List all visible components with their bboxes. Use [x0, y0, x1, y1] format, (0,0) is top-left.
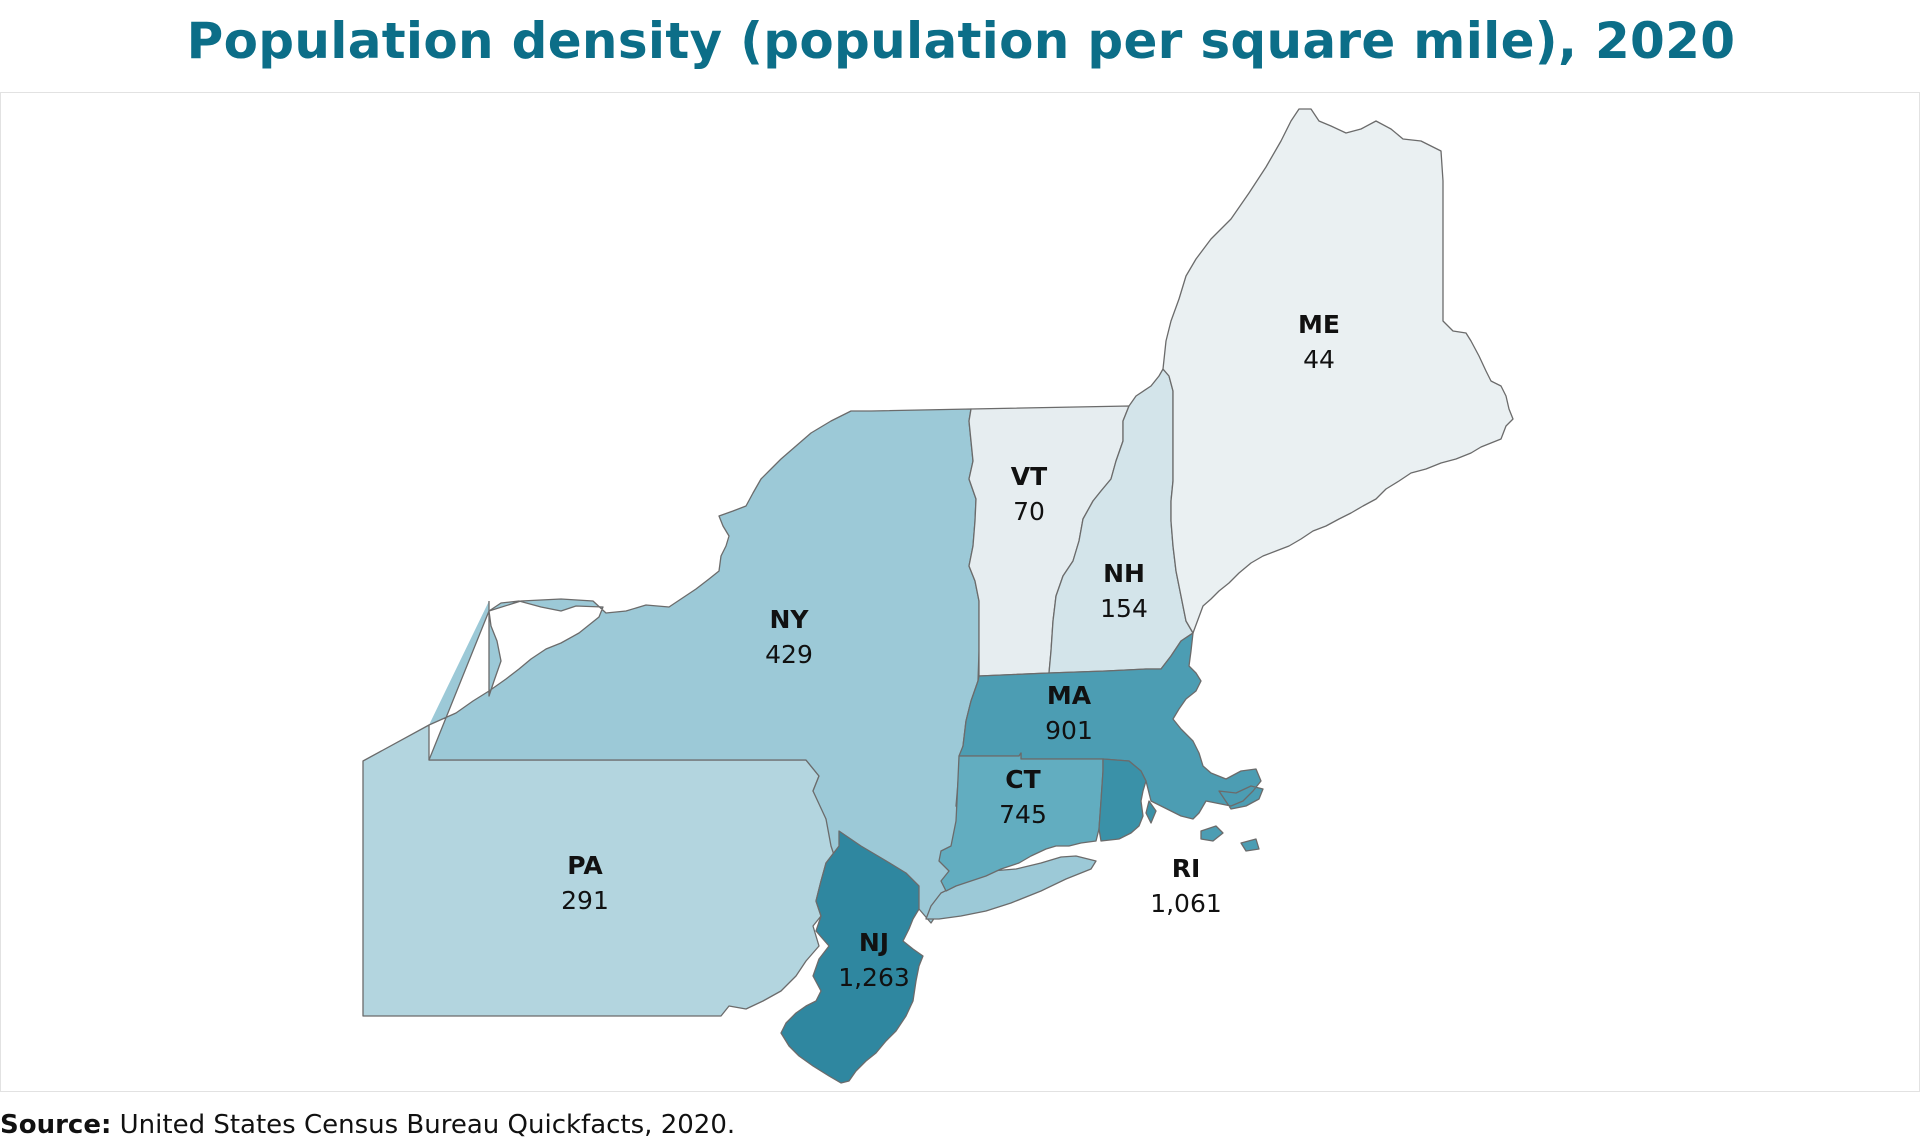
state-label-ri: RI — [1172, 854, 1201, 883]
state-label-me: ME — [1298, 310, 1340, 339]
state-value-ny: 429 — [765, 640, 813, 669]
source-prefix: Source: — [0, 1110, 112, 1140]
state-value-pa: 291 — [561, 886, 609, 915]
state-label-vt: VT — [1011, 462, 1047, 491]
state-value-nj: 1,263 — [838, 963, 910, 992]
source-text: United States Census Bureau Quickfacts, … — [111, 1110, 736, 1140]
state-ny-long-island[interactable] — [925, 855, 1097, 920]
state-value-ri: 1,061 — [1150, 889, 1222, 918]
state-ri[interactable] — [1098, 758, 1157, 842]
state-label-ny: NY — [769, 605, 809, 634]
state-label-ct: CT — [1005, 765, 1040, 794]
state-value-ma: 901 — [1045, 716, 1093, 745]
state-value-vt: 70 — [1013, 497, 1045, 526]
state-ma-islands[interactable] — [1200, 825, 1260, 852]
state-label-nh: NH — [1103, 559, 1145, 588]
state-value-ct: 745 — [999, 800, 1047, 829]
state-label-nj: NJ — [859, 928, 889, 957]
source-note: Source: United States Census Bureau Quic… — [0, 1110, 735, 1140]
state-value-nh: 154 — [1100, 594, 1148, 623]
map-title: Population density (population per squar… — [186, 12, 1736, 70]
state-label-ma: MA — [1047, 681, 1092, 710]
map-panel: ME 44 VT 70 NH 154 NY 429 PA 291 MA 901 CT 745 RI 1,061… — [0, 92, 1920, 1092]
state-value-me: 44 — [1303, 345, 1335, 374]
state-me[interactable] — [1162, 108, 1514, 634]
state-label-pa: PA — [567, 851, 603, 880]
state-nj[interactable] — [780, 830, 924, 1084]
